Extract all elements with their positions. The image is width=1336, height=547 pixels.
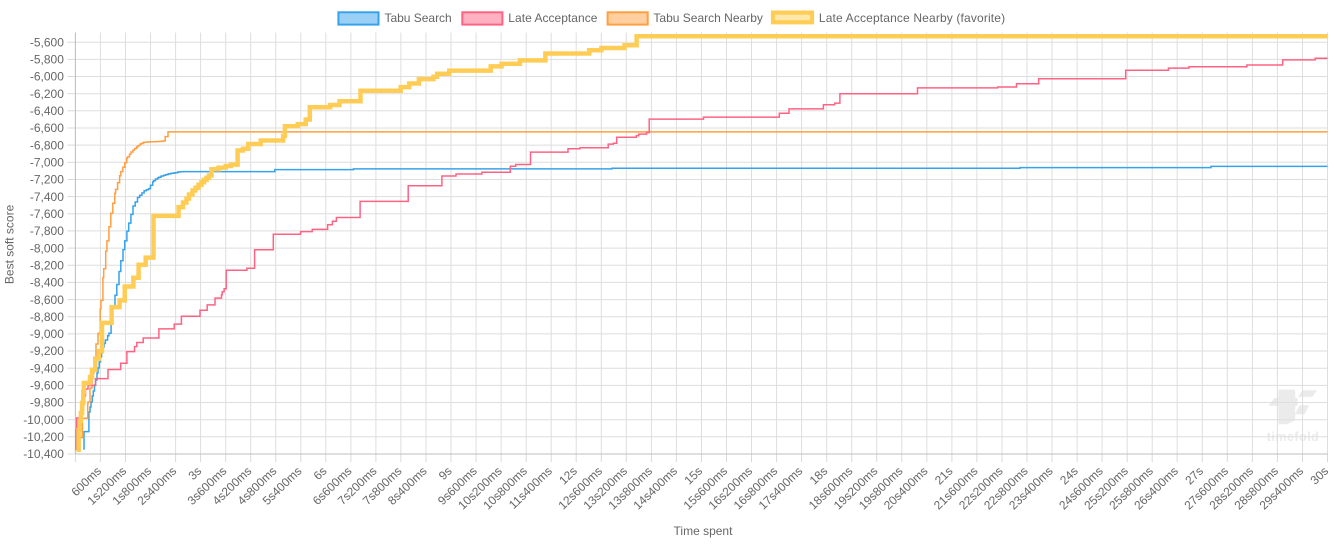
- svg-text:Late Acceptance Nearby (favori: Late Acceptance Nearby (favorite): [819, 11, 1005, 25]
- svg-text:-6,600: -6,600: [30, 121, 64, 135]
- svg-text:-8,200: -8,200: [30, 259, 64, 273]
- svg-text:Late Acceptance: Late Acceptance: [508, 11, 597, 25]
- svg-text:-6,200: -6,200: [30, 87, 64, 101]
- svg-text:-5,800: -5,800: [30, 53, 64, 67]
- svg-text:-6,000: -6,000: [30, 70, 64, 84]
- svg-text:Tabu Search: Tabu Search: [385, 11, 452, 25]
- svg-text:-9,600: -9,600: [30, 379, 64, 393]
- svg-text:-5,600: -5,600: [30, 35, 64, 49]
- svg-text:-9,800: -9,800: [30, 396, 64, 410]
- svg-text:-6,400: -6,400: [30, 104, 64, 118]
- svg-text:Best soft score: Best soft score: [2, 204, 16, 284]
- svg-text:-10,000: -10,000: [23, 413, 64, 427]
- svg-text:Tabu Search Nearby: Tabu Search Nearby: [653, 11, 763, 25]
- svg-text:-9,200: -9,200: [30, 344, 64, 358]
- svg-text:-10,200: -10,200: [23, 430, 64, 444]
- svg-text:-10,400: -10,400: [23, 447, 64, 461]
- svg-text:-6,800: -6,800: [30, 138, 64, 152]
- svg-text:-8,600: -8,600: [30, 293, 64, 307]
- svg-text:Time spent: Time spent: [674, 524, 734, 538]
- svg-text:-7,400: -7,400: [30, 190, 64, 204]
- svg-text:-7,600: -7,600: [30, 207, 64, 221]
- svg-text:-7,200: -7,200: [30, 173, 64, 187]
- svg-text:-8,800: -8,800: [30, 310, 64, 324]
- svg-text:-8,000: -8,000: [30, 241, 64, 255]
- svg-text:-9,400: -9,400: [30, 361, 64, 375]
- svg-text:-7,000: -7,000: [30, 156, 64, 170]
- svg-text:-8,400: -8,400: [30, 276, 64, 290]
- svg-text:-7,800: -7,800: [30, 224, 64, 238]
- svg-text:-9,000: -9,000: [30, 327, 64, 341]
